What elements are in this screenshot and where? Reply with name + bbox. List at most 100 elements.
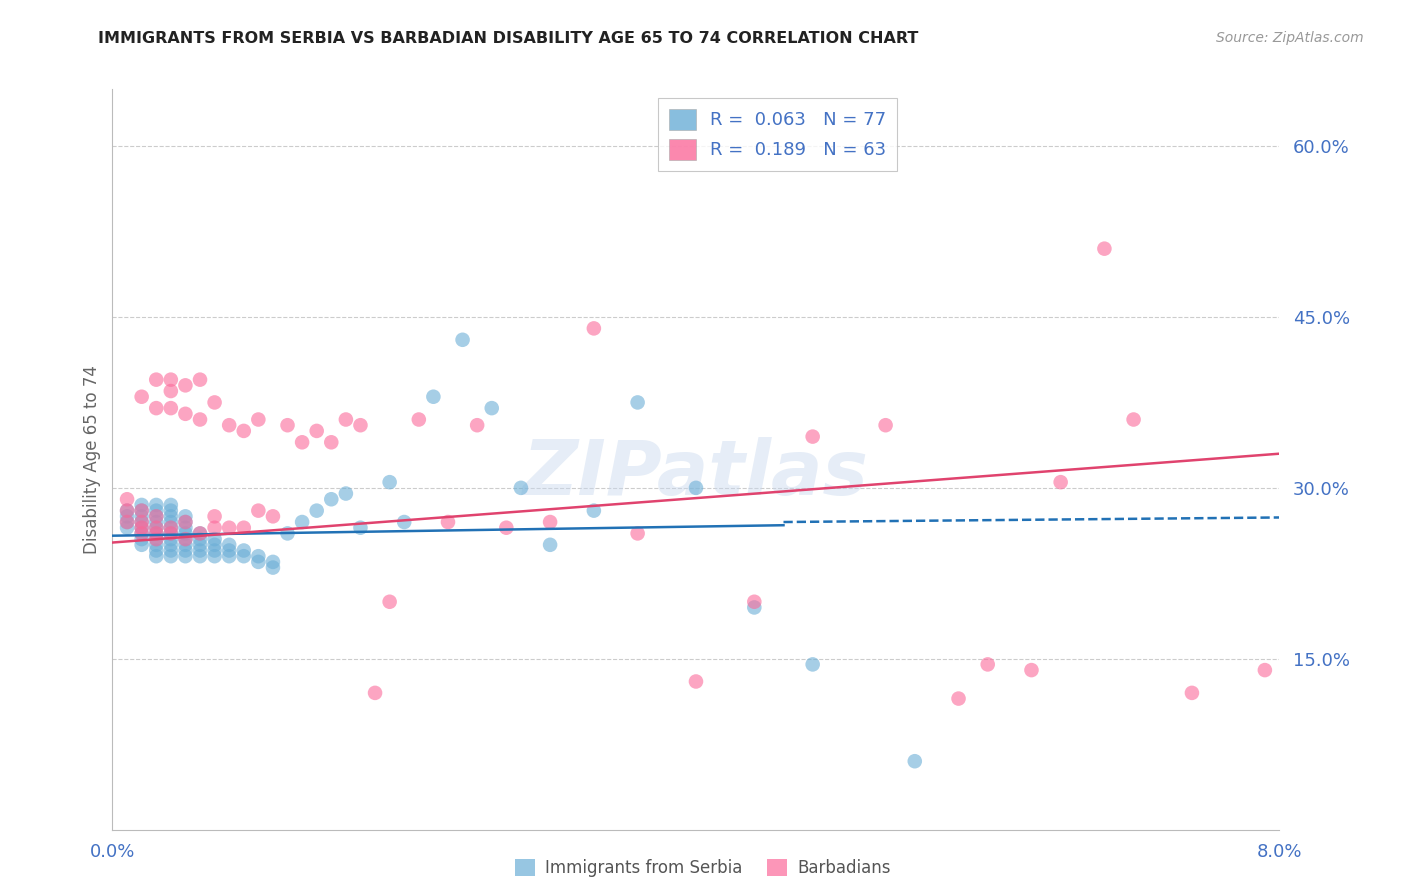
Point: [204, 395, 226, 409]
Point: [145, 532, 167, 546]
Point: [145, 526, 167, 541]
Point: [335, 412, 357, 426]
Point: [232, 543, 254, 558]
Point: [188, 412, 211, 426]
Point: [685, 481, 707, 495]
Point: [262, 560, 284, 574]
Point: [131, 521, 153, 535]
Point: [1254, 663, 1277, 677]
Point: [232, 549, 254, 564]
Point: [627, 395, 650, 409]
Point: [160, 526, 183, 541]
Point: [394, 515, 416, 529]
Point: [232, 521, 254, 535]
Point: [291, 435, 314, 450]
Point: [115, 503, 138, 517]
Point: [145, 521, 167, 535]
Point: [335, 486, 357, 500]
Text: Source: ZipAtlas.com: Source: ZipAtlas.com: [1216, 31, 1364, 45]
Point: [174, 515, 197, 529]
Point: [218, 521, 240, 535]
Point: [160, 503, 183, 517]
Point: [437, 515, 460, 529]
Point: [276, 526, 298, 541]
Text: IMMIGRANTS FROM SERBIA VS BARBADIAN DISABILITY AGE 65 TO 74 CORRELATION CHART: IMMIGRANTS FROM SERBIA VS BARBADIAN DISA…: [98, 31, 918, 46]
Point: [422, 390, 444, 404]
Point: [538, 538, 561, 552]
Point: [115, 515, 138, 529]
Point: [364, 686, 387, 700]
Point: [1049, 475, 1071, 490]
Point: [349, 521, 371, 535]
Point: [145, 373, 167, 387]
Point: [145, 538, 167, 552]
Point: [160, 509, 183, 524]
Point: [160, 538, 183, 552]
Legend: Immigrants from Serbia, Barbadians: Immigrants from Serbia, Barbadians: [509, 852, 897, 884]
Point: [131, 515, 153, 529]
Point: [465, 418, 488, 433]
Point: [742, 595, 765, 609]
Point: [742, 600, 765, 615]
Point: [378, 595, 401, 609]
Point: [160, 521, 183, 535]
Point: [174, 538, 197, 552]
Point: [321, 492, 343, 507]
Point: [538, 515, 561, 529]
Point: [204, 532, 226, 546]
Point: [131, 526, 153, 541]
Point: [378, 475, 401, 490]
Point: [174, 378, 197, 392]
Point: [232, 424, 254, 438]
Point: [801, 429, 824, 443]
Point: [262, 555, 284, 569]
Point: [247, 503, 270, 517]
Point: [305, 424, 328, 438]
Point: [188, 373, 211, 387]
Point: [115, 509, 138, 524]
Point: [408, 412, 430, 426]
Point: [875, 418, 897, 433]
Point: [247, 549, 270, 564]
Point: [948, 691, 970, 706]
Point: [145, 515, 167, 529]
Point: [247, 555, 270, 569]
Point: [131, 498, 153, 512]
Point: [160, 521, 183, 535]
Point: [131, 503, 153, 517]
Point: [204, 549, 226, 564]
Point: [495, 521, 517, 535]
Point: [174, 515, 197, 529]
Point: [160, 526, 183, 541]
Point: [174, 526, 197, 541]
Point: [174, 509, 197, 524]
Point: [291, 515, 314, 529]
Point: [305, 503, 328, 517]
Point: [204, 521, 226, 535]
Point: [509, 481, 531, 495]
Point: [1181, 686, 1204, 700]
Point: [204, 538, 226, 552]
Point: [481, 401, 503, 416]
Point: [188, 526, 211, 541]
Point: [131, 509, 153, 524]
Point: [174, 532, 197, 546]
Text: ZIPatlas: ZIPatlas: [523, 437, 869, 511]
Point: [685, 674, 707, 689]
Point: [218, 543, 240, 558]
Point: [131, 538, 153, 552]
Point: [276, 418, 298, 433]
Point: [160, 549, 183, 564]
Point: [218, 549, 240, 564]
Point: [131, 526, 153, 541]
Point: [349, 418, 371, 433]
Point: [160, 532, 183, 546]
Point: [145, 526, 167, 541]
Legend: R =  0.063   N = 77, R =  0.189   N = 63: R = 0.063 N = 77, R = 0.189 N = 63: [658, 98, 897, 170]
Point: [188, 543, 211, 558]
Point: [131, 390, 153, 404]
Point: [145, 509, 167, 524]
Point: [174, 532, 197, 546]
Point: [1094, 242, 1116, 256]
Point: [904, 754, 927, 768]
